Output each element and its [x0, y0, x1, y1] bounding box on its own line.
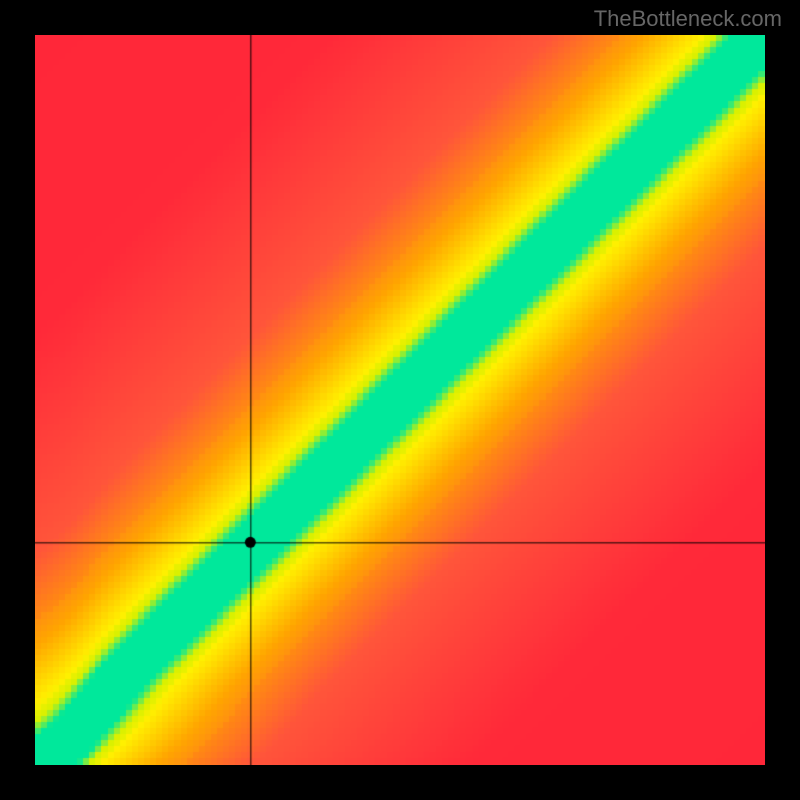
watermark-text: TheBottleneck.com — [594, 6, 782, 32]
crosshair-overlay — [35, 35, 765, 765]
bottleneck-heatmap — [35, 35, 765, 765]
